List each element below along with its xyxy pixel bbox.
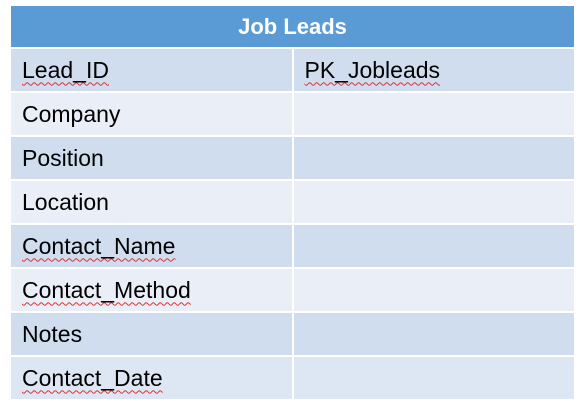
field-name-cell[interactable]: Contact_Date	[11, 355, 294, 399]
table-row: Contact_Date	[11, 355, 574, 399]
field-name: Contact_Name	[22, 232, 176, 259]
field-value-cell[interactable]	[292, 91, 574, 136]
field-value: PK_Jobleads	[304, 56, 441, 83]
table-row: Position	[11, 135, 574, 180]
field-value-cell[interactable]	[292, 267, 574, 312]
field-name: Location	[22, 188, 109, 215]
field-value-cell[interactable]	[292, 355, 574, 399]
field-name: Contact_Date	[22, 364, 163, 391]
field-name-cell[interactable]: Company	[11, 91, 294, 136]
field-name: Contact_Method	[22, 276, 191, 303]
field-value-cell[interactable]	[292, 311, 574, 356]
job-leads-table: Job Leads Lead_ID PK_Jobleads Company Po…	[11, 6, 574, 399]
field-name: Notes	[22, 320, 83, 347]
field-value-cell[interactable]	[292, 135, 574, 180]
table-row: Location	[11, 179, 574, 224]
field-name-cell[interactable]: Location	[11, 179, 294, 224]
table-row: Contact_Name	[11, 223, 574, 268]
table-row: Notes	[11, 311, 574, 356]
field-name-cell[interactable]: Notes	[11, 311, 294, 356]
field-name: Company	[22, 100, 121, 127]
field-value-cell[interactable]: PK_Jobleads	[292, 47, 574, 92]
field-name-cell[interactable]: Lead_ID	[11, 47, 294, 92]
field-value-cell[interactable]	[292, 179, 574, 224]
table-row: Lead_ID PK_Jobleads	[11, 47, 574, 92]
field-value-cell[interactable]	[292, 223, 574, 268]
table-header-row: Job Leads	[11, 6, 574, 49]
field-name: Lead_ID	[22, 56, 109, 83]
field-name-cell[interactable]: Contact_Name	[11, 223, 294, 268]
table-row: Company	[11, 91, 574, 136]
field-name-cell[interactable]: Contact_Method	[11, 267, 294, 312]
field-name: Position	[22, 144, 104, 171]
table-row: Contact_Method	[11, 267, 574, 312]
table-title: Job Leads	[11, 6, 574, 49]
job-leads-table-container: Job Leads Lead_ID PK_Jobleads Company Po…	[11, 6, 574, 401]
field-name-cell[interactable]: Position	[11, 135, 294, 180]
